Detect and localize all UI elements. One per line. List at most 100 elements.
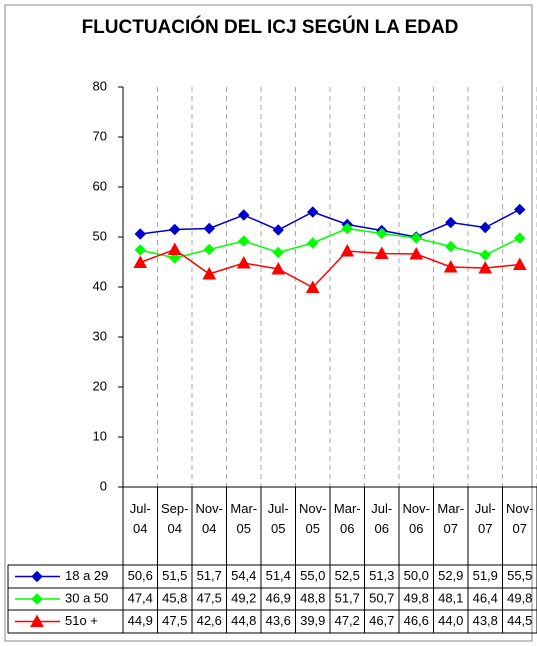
table-value: 49,2: [231, 590, 256, 605]
legend-marker: [30, 614, 44, 627]
chart-title: FLUCTUACIÓN DEL ICJ SEGÚN LA EDAD: [81, 17, 459, 38]
table-value: 44,0: [438, 613, 463, 628]
table-value: 50,6: [128, 568, 153, 583]
data-point: [238, 209, 250, 221]
data-point: [479, 249, 491, 261]
y-tick-label: 10: [93, 428, 107, 443]
table-value: 47,5: [162, 613, 187, 628]
data-point: [169, 223, 181, 236]
table-value: 55,5: [507, 568, 532, 583]
y-tick-label: 40: [93, 278, 107, 293]
table-value: 44,5: [507, 613, 532, 628]
y-tick-label: 70: [93, 128, 107, 143]
data-point: [169, 252, 181, 264]
data-point: [374, 246, 389, 259]
data-point: [341, 222, 353, 235]
series-line: [140, 208, 521, 238]
data-point: [307, 206, 319, 218]
data-point: [167, 242, 182, 255]
table-value: 44,8: [231, 613, 256, 628]
x-tick-label: Jul-07: [475, 501, 496, 536]
table-value: 49,8: [507, 590, 532, 605]
table-value: 55,0: [300, 568, 325, 583]
table-value: 50,0: [404, 568, 429, 583]
table-value: 46,4: [473, 590, 498, 605]
table-value: 48,1: [438, 590, 463, 605]
x-tick-label: Nov-07: [506, 501, 533, 536]
y-tick-label: 80: [93, 78, 107, 93]
table-value: 51,9: [473, 568, 498, 583]
data-point: [271, 261, 286, 275]
legend-marker: [31, 593, 43, 605]
series-line: [139, 248, 520, 289]
legend-label: 30 a 50: [65, 590, 108, 605]
y-tick-label: 50: [93, 228, 107, 243]
data-point: [409, 246, 424, 260]
data-point: [340, 243, 355, 257]
table-value: 46,6: [404, 613, 429, 628]
table-value: 51,7: [197, 568, 222, 583]
table-value: 46,7: [369, 613, 394, 628]
legend-label: 18 a 29: [65, 568, 108, 583]
data-point: [445, 216, 457, 229]
data-point: [203, 243, 215, 256]
data-point: [307, 237, 319, 249]
table-value: 47,5: [197, 590, 222, 605]
table-value: 51,3: [369, 568, 394, 583]
x-tick-label: Nov-04: [196, 501, 223, 536]
data-point: [514, 232, 526, 244]
data-point: [133, 255, 148, 268]
table-value: 44,9: [128, 613, 153, 628]
data-point: [202, 266, 217, 280]
data-point: [445, 240, 457, 253]
data-point: [410, 232, 422, 244]
data-point: [134, 228, 146, 240]
table-value: 43,6: [266, 613, 291, 628]
table-value: 52,9: [438, 568, 463, 583]
x-tick-label: Mar-07: [437, 501, 464, 536]
data-point: [203, 222, 215, 235]
x-tick-label: Mar-05: [230, 501, 257, 536]
legend-label: 51o +: [65, 613, 98, 628]
legend-marker: [31, 570, 43, 583]
table-value: 49,8: [404, 590, 429, 605]
data-point: [443, 259, 458, 273]
series-line: [140, 227, 521, 259]
x-tick-label: Jul-05: [268, 501, 289, 536]
x-tick-label: Nov-05: [299, 501, 326, 536]
data-point: [478, 260, 493, 274]
table-value: 42,6: [197, 613, 222, 628]
x-tick-label: Nov-06: [403, 501, 430, 536]
data-point: [238, 235, 250, 247]
y-tick-label: 30: [93, 328, 107, 343]
table-value: 47,2: [335, 613, 360, 628]
y-tick-label: 0: [100, 478, 107, 493]
data-point: [512, 257, 527, 270]
table-value: 51,7: [335, 590, 360, 605]
table-value: 43,8: [473, 613, 498, 628]
data-point: [305, 280, 320, 293]
data-point: [272, 224, 284, 236]
table-value: 50,7: [369, 590, 394, 605]
x-tick-label: Mar-06: [334, 501, 361, 536]
data-point: [479, 221, 491, 234]
table-value: 51,4: [266, 568, 291, 583]
y-tick-label: 60: [93, 178, 107, 193]
table-value: 39,9: [300, 613, 325, 628]
chart-frame: [4, 4, 533, 642]
table-value: 46,9: [266, 590, 291, 605]
x-tick-label: Sep-04: [161, 501, 188, 536]
x-tick-label: Jul-04: [130, 501, 151, 536]
x-tick-label: Jul-06: [371, 501, 392, 536]
table-value: 45,8: [162, 590, 187, 605]
table-value: 47,4: [128, 590, 153, 605]
table-value: 52,5: [335, 568, 360, 583]
table-value: 48,8: [300, 590, 325, 605]
data-point: [272, 246, 284, 259]
table-value: 54,4: [231, 568, 256, 583]
table-value: 51,5: [162, 568, 187, 583]
data-point: [514, 203, 526, 216]
y-tick-label: 20: [93, 378, 107, 393]
